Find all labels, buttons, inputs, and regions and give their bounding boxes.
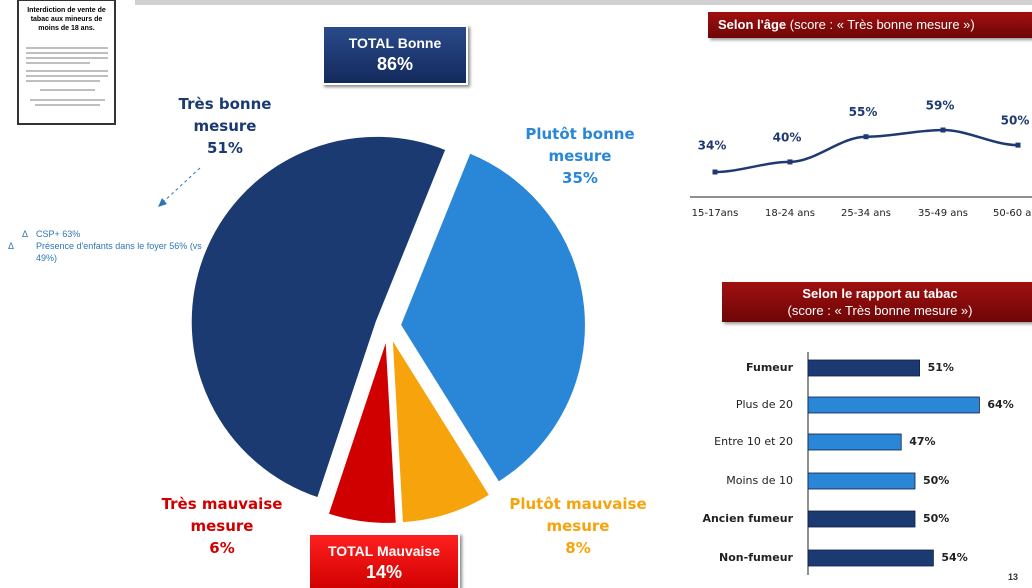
marker	[940, 127, 946, 133]
note: Δ Présence d'enfants dans le foyer 56% (v…	[8, 240, 207, 264]
total-label: TOTAL Bonne	[348, 35, 442, 51]
x-tick-label: 35-49 ans	[918, 208, 968, 219]
thumbnail-text-lines	[26, 47, 108, 106]
x-tick-label: 50-60 ans	[993, 208, 1032, 219]
pie-label: Très bonne mesure 51%	[150, 93, 300, 159]
value-label: 51%	[928, 361, 954, 374]
pie-label: Très mauvaise mesure 6%	[147, 493, 297, 559]
x-tick-label: 18-24 ans	[765, 208, 815, 219]
total-label: TOTAL Mauvaise	[327, 543, 441, 559]
value-label: 47%	[909, 435, 935, 448]
chart-title: Selon l'âge	[718, 17, 787, 32]
value-label: 40%	[773, 130, 802, 144]
note-arrow-head	[158, 198, 167, 207]
pie-label-value: 6%	[209, 539, 235, 557]
total-value: 86%	[376, 54, 414, 74]
page-number: 13	[1008, 572, 1019, 582]
pie-label: Plutôt mauvaise mesure 8%	[503, 493, 653, 559]
note-marker: Δ	[8, 241, 15, 251]
pie-slice	[390, 336, 492, 525]
pie-label-value: 8%	[565, 539, 591, 557]
x-tick-label: 15-17ans	[692, 208, 739, 219]
note-text: Présence d'enfants dans le foyer 56% (vs…	[36, 241, 202, 263]
value-label: 50%	[923, 512, 949, 525]
pie-label-value: 35%	[562, 169, 598, 187]
note-arrow	[161, 167, 201, 204]
y-tick-label: Fumeur	[746, 361, 794, 374]
marker	[712, 169, 718, 175]
total-box: TOTAL Mauvaise 14%	[308, 533, 460, 588]
chart-subtitle: (score : « Très bonne mesure »)	[789, 17, 975, 32]
chart-title: Selon le rapport au tabac	[802, 286, 958, 301]
pie-label: Plutôt bonne mesure 35%	[505, 123, 655, 189]
bar	[807, 433, 902, 451]
y-tick-label: Moins de 10	[726, 474, 793, 487]
x-tick-label: 25-34 ans	[841, 208, 891, 219]
thumbnail-title: Interdiction de vente de tabac aux mineu…	[27, 7, 106, 32]
value-label: 64%	[987, 398, 1013, 411]
value-label: 54%	[941, 551, 967, 564]
total-box: TOTAL Bonne 86%	[322, 25, 468, 85]
marker	[1015, 142, 1021, 148]
note-marker: Δ	[22, 229, 29, 239]
bar	[807, 510, 916, 528]
pie-label-category: Très mauvaise mesure	[161, 495, 283, 535]
pie-slice	[189, 134, 448, 500]
pie-slice	[326, 337, 398, 525]
bar-chart-header: Selon le rapport au tabac (score : « Trè…	[722, 282, 1032, 322]
total-value: 14%	[365, 562, 403, 582]
bar	[807, 549, 934, 567]
note: Δ CSP+ 63%	[22, 228, 207, 240]
line-chart-header: Selon l'âge (score : « Très bonne mesure…	[708, 12, 1032, 38]
chart-subtitle: (score : « Très bonne mesure »)	[787, 303, 973, 318]
bar	[807, 472, 916, 490]
value-label: 50%	[923, 474, 949, 487]
pie-slice	[398, 151, 587, 485]
value-label: 59%	[926, 99, 955, 113]
notes: Δ CSP+ 63% Δ Présence d'enfants dans le fo…	[8, 228, 207, 264]
pie-label-category: Plutôt bonne mesure	[525, 125, 635, 165]
y-tick-label: Entre 10 et 20	[714, 435, 793, 448]
marker	[787, 159, 793, 165]
bar	[807, 396, 980, 414]
document-thumbnail-frame	[17, 0, 116, 125]
note-text: CSP+ 63%	[36, 229, 81, 239]
y-tick-label: Ancien fumeur	[702, 512, 793, 525]
value-label: 34%	[698, 139, 727, 153]
pie-label-value: 51%	[207, 139, 243, 157]
y-tick-label: Plus de 20	[736, 398, 793, 411]
y-tick-label: Non-fumeur	[719, 551, 794, 564]
bar	[807, 359, 920, 377]
marker	[863, 134, 869, 140]
pie-label-category: Plutôt mauvaise mesure	[509, 495, 647, 535]
value-label: 50%	[1001, 114, 1030, 128]
pie-label-category: Très bonne mesure	[178, 95, 272, 135]
value-label: 55%	[849, 105, 878, 119]
top-bar	[135, 0, 1032, 5]
